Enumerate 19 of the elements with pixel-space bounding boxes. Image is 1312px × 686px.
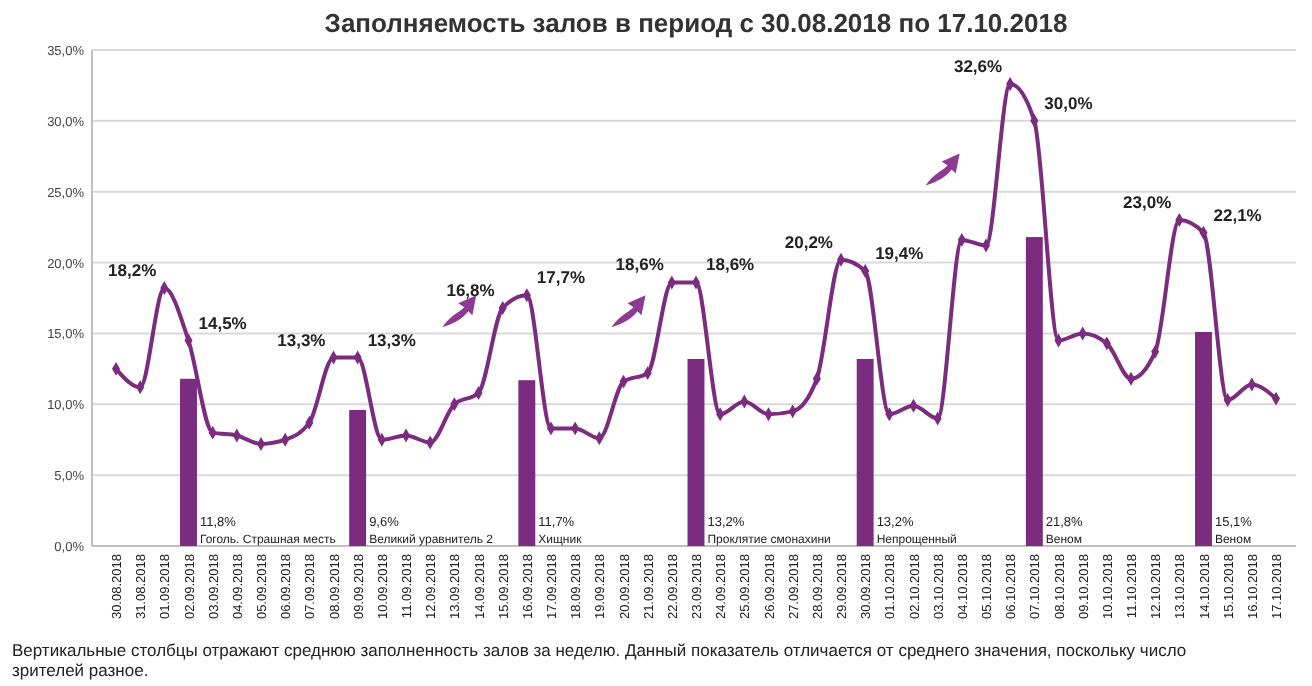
data-label: 18,6% bbox=[706, 254, 756, 275]
chart-title: Заполняемость залов в период с 30.08.2018 по 17.10.2018 bbox=[324, 8, 1068, 38]
data-label: 22,1% bbox=[1213, 204, 1263, 225]
text: Вертикальные столбцы отражают среднюю заполненность залов за неделю. Данный показатель отличается от среднего значения, поскольку число зрителей разное. bbox=[12, 640, 1187, 680]
data-label: 30,0% bbox=[1044, 92, 1094, 113]
data-label: 13,3% bbox=[367, 329, 417, 350]
data-label: 18,2% bbox=[108, 260, 158, 281]
data-label: 20,2% bbox=[784, 231, 834, 252]
data-label: 17,7% bbox=[536, 267, 586, 288]
data-label: 18,6% bbox=[615, 254, 665, 275]
data-label: 23,0% bbox=[1123, 192, 1173, 213]
data-label: 32,6% bbox=[953, 56, 1004, 77]
bar bbox=[349, 409, 367, 546]
data-label: 14,5% bbox=[198, 312, 248, 333]
point bbox=[256, 437, 266, 451]
data-label: 16,8% bbox=[446, 279, 496, 300]
data-label: 19,4% bbox=[875, 243, 925, 264]
bar bbox=[518, 380, 536, 546]
data-label: 13,3% bbox=[277, 329, 327, 350]
